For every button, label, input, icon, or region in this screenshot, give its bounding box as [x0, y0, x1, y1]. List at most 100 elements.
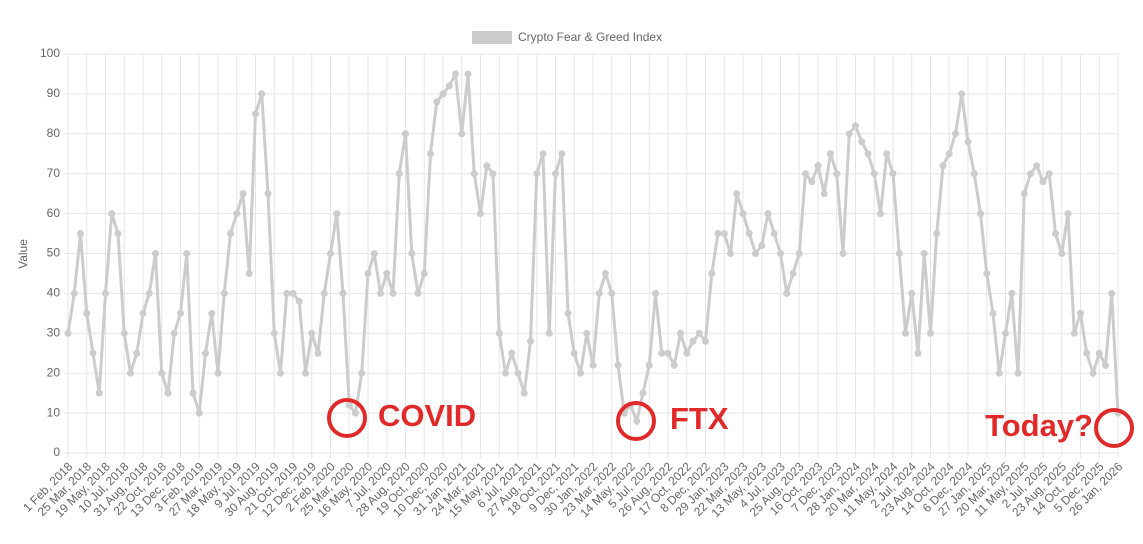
data-point: [1089, 369, 1097, 377]
data-point: [677, 329, 684, 337]
data-point: [920, 250, 928, 257]
data-point: [189, 389, 197, 397]
data-point: [177, 309, 184, 317]
data-point: [227, 230, 234, 238]
data-point: [852, 122, 859, 130]
data-point: [389, 289, 397, 297]
data-point: [102, 289, 109, 297]
data-point: [970, 170, 978, 178]
data-point: [127, 369, 134, 377]
data-point: [858, 138, 866, 146]
data-point: [414, 289, 422, 297]
data-point: [608, 289, 616, 297]
data-point: [1002, 329, 1009, 337]
data-point: [439, 90, 447, 98]
data-point: [245, 269, 253, 277]
data-point: [1027, 170, 1034, 178]
data-point: [639, 389, 647, 397]
data-point: [1064, 210, 1072, 218]
data-point: [308, 329, 316, 337]
data-point: [870, 170, 878, 178]
data-point: [70, 289, 78, 297]
data-point: [939, 162, 947, 170]
data-point: [689, 337, 697, 345]
data-point: [1102, 361, 1109, 369]
data-point: [1014, 369, 1022, 377]
data-point: [252, 110, 259, 118]
data-point: [552, 170, 559, 178]
data-point: [289, 289, 297, 297]
data-point: [895, 250, 903, 257]
data-point: [445, 82, 453, 90]
data-point: [545, 329, 553, 337]
data-point: [277, 369, 284, 377]
data-point: [1095, 349, 1103, 357]
data-point: [427, 150, 434, 158]
data-point: [145, 289, 153, 297]
data-point: [1058, 250, 1066, 257]
data-point: [633, 417, 641, 425]
data-point: [77, 230, 84, 238]
data-point: [345, 401, 353, 409]
data-point: [589, 361, 597, 369]
data-point: [602, 269, 609, 277]
data-point: [89, 349, 97, 357]
data-point: [539, 150, 547, 158]
y-tick-label: 100: [40, 46, 60, 60]
data-point: [433, 98, 441, 106]
data-point: [458, 130, 466, 138]
data-point: [1039, 178, 1047, 186]
data-point: [908, 289, 916, 297]
data-point: [958, 90, 966, 98]
data-point: [889, 170, 897, 178]
data-point: [570, 349, 578, 357]
data-point: [645, 361, 653, 369]
data-point: [464, 70, 472, 78]
data-point: [777, 250, 784, 257]
data-point: [327, 250, 334, 257]
data-point: [195, 409, 203, 417]
data-point: [933, 230, 941, 238]
data-point: [802, 170, 809, 178]
data-point: [583, 329, 591, 337]
data-point: [964, 138, 972, 146]
annotation-circle: [1094, 408, 1134, 448]
data-point: [514, 369, 522, 377]
data-point: [658, 349, 666, 357]
data-point: [614, 361, 622, 369]
y-tick-label: 80: [47, 126, 61, 140]
data-point: [364, 269, 372, 277]
data-point: [1108, 289, 1116, 297]
data-point: [402, 130, 409, 138]
data-point: [370, 250, 378, 257]
data-point: [1070, 329, 1078, 337]
data-point: [258, 90, 266, 98]
data-point: [564, 309, 572, 317]
data-point: [1020, 190, 1028, 198]
data-point: [483, 162, 491, 170]
data-point: [652, 289, 659, 297]
data-point: [739, 210, 747, 218]
data-point: [902, 329, 909, 337]
data-point: [1052, 230, 1059, 238]
data-point: [914, 349, 922, 357]
data-point: [495, 329, 503, 337]
y-axis-label: Value: [16, 239, 30, 269]
data-point: [270, 329, 278, 337]
annotation-text: COVID: [378, 398, 476, 433]
data-point: [952, 130, 959, 138]
data-point: [302, 369, 309, 377]
data-point: [1083, 349, 1091, 357]
data-point: [420, 269, 428, 277]
data-point: [702, 337, 709, 345]
y-tick-label: 30: [47, 325, 61, 339]
data-point: [1008, 289, 1016, 297]
data-point: [820, 190, 828, 198]
data-point: [95, 389, 103, 397]
y-tick-label: 20: [47, 365, 61, 379]
data-point: [795, 250, 803, 257]
data-point: [764, 210, 772, 218]
data-point: [314, 349, 322, 357]
data-point: [808, 178, 816, 186]
data-point: [1077, 309, 1084, 317]
